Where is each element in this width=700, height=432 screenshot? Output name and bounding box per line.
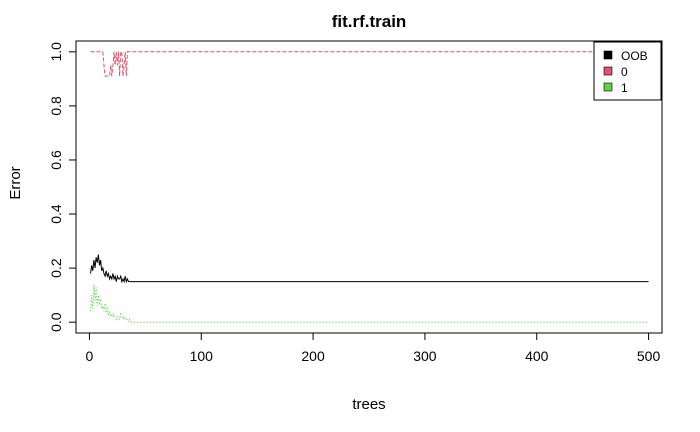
x-tick-label: 500 <box>637 348 661 364</box>
series-line-oob <box>90 254 649 284</box>
series-line-1 <box>90 284 649 324</box>
x-tick-label: 100 <box>190 348 214 364</box>
y-axis-label: Error <box>7 166 24 199</box>
y-tick-label: 0.8 <box>48 96 64 116</box>
x-axis: 0 100 200 300 400 500 <box>86 333 661 364</box>
legend-label-oob: OOB <box>621 49 648 63</box>
series-layer <box>90 51 649 324</box>
legend-swatch-1 <box>603 82 613 92</box>
legend-label-0: 0 <box>621 65 628 79</box>
y-tick-label: 0.6 <box>48 150 64 170</box>
x-tick-label: 300 <box>413 348 437 364</box>
y-tick-label: 1.0 <box>48 42 64 62</box>
x-axis-label: trees <box>352 396 385 413</box>
x-tick-label: 400 <box>525 348 549 364</box>
legend-swatch-0 <box>603 66 613 76</box>
chart-title: fit.rf.train <box>332 12 407 31</box>
x-tick-label: 200 <box>301 348 325 364</box>
legend-swatch-oob <box>603 50 613 60</box>
y-tick-label: 0.2 <box>48 258 64 278</box>
y-tick-label: 0.0 <box>48 312 64 332</box>
series-line-0 <box>90 51 649 77</box>
y-axis: 0.0 0.2 0.4 0.6 0.8 1.0 <box>48 42 76 332</box>
plot-frame <box>75 40 663 334</box>
legend-label-1: 1 <box>621 81 628 95</box>
y-tick-label: 0.4 <box>48 204 64 224</box>
legend: OOB 0 1 <box>593 41 662 101</box>
x-tick-label: 0 <box>86 348 94 364</box>
